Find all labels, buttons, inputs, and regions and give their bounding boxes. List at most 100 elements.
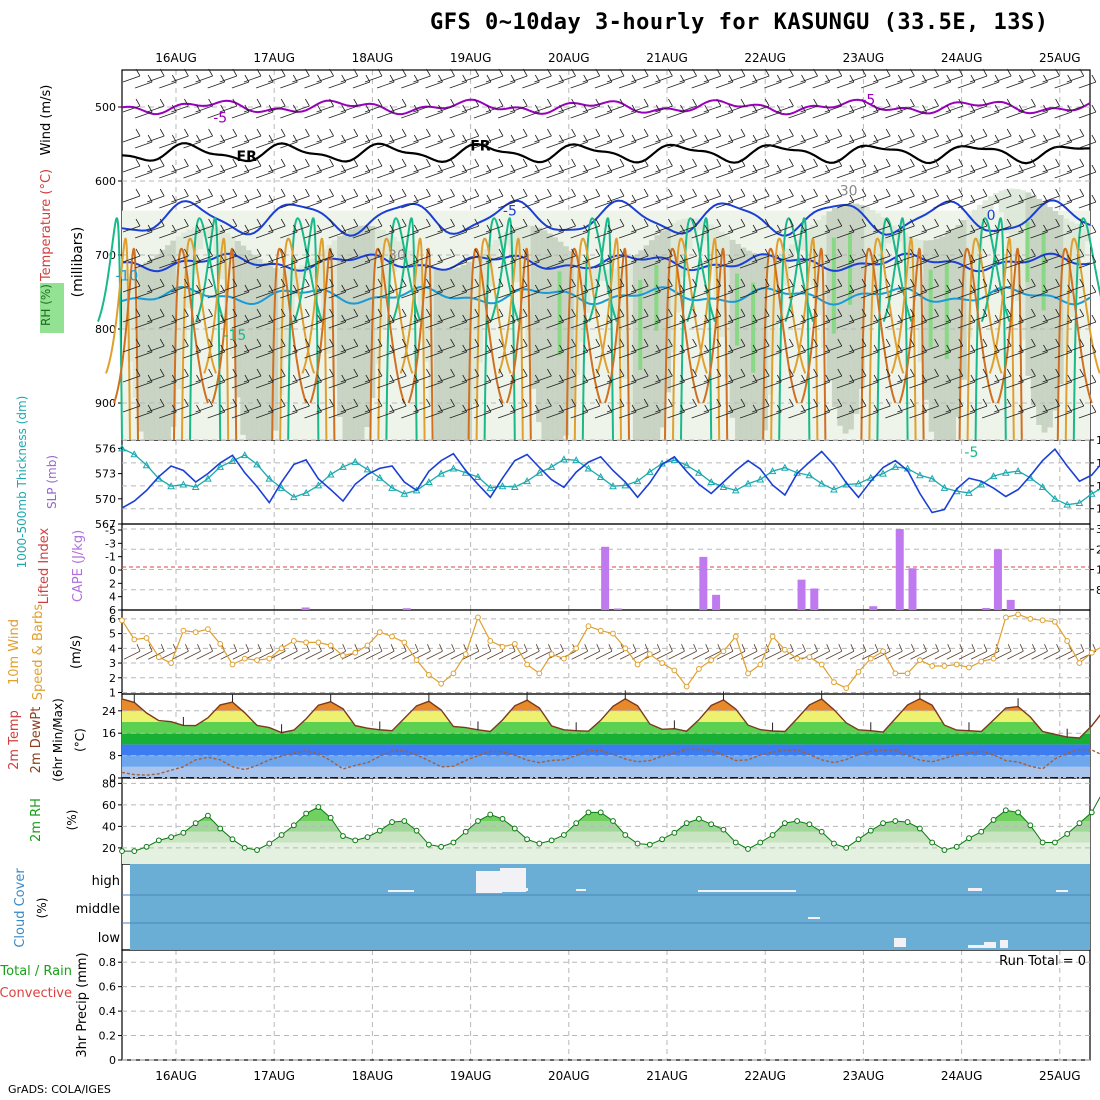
wind-speed-marker — [511, 640, 518, 647]
wind-barb — [438, 644, 455, 660]
wind-barb — [583, 644, 601, 660]
wind-speed-marker — [831, 679, 837, 686]
tick-label: 4 — [109, 642, 116, 655]
wind-speed-marker — [573, 645, 580, 652]
wind-barb — [122, 398, 141, 413]
wind-barb — [703, 308, 722, 323]
rh-cell — [1079, 225, 1086, 259]
wind-barb — [534, 278, 552, 293]
wind-barb — [364, 68, 383, 83]
wind-barb — [655, 98, 673, 113]
footer-credit: GrADS: COLA/IGES — [8, 1083, 111, 1096]
wind-barb — [655, 248, 673, 263]
tick-label: 5 — [109, 628, 116, 641]
wind-barb — [1018, 248, 1036, 263]
thickness-marker — [817, 479, 826, 487]
wind-barb — [897, 398, 915, 413]
wind-barb — [485, 338, 504, 353]
wind-barb — [1019, 644, 1036, 660]
wind-barb — [389, 68, 407, 83]
cape-axis-label: CAPE (J/kg) — [71, 530, 86, 602]
wind-barb — [824, 218, 843, 233]
wind-barb — [776, 398, 794, 413]
wind-barb — [655, 278, 673, 293]
rh-cell — [729, 239, 736, 418]
wind-barb — [1007, 644, 1024, 660]
wind-barb — [679, 338, 697, 353]
wind-barb — [703, 278, 722, 293]
li-axis-label: Lifted Index — [37, 527, 52, 604]
wind-barb — [268, 188, 286, 203]
rh-marker — [364, 834, 371, 841]
wind-barb — [437, 68, 455, 83]
wind-speed-marker — [634, 661, 641, 668]
wind-barb — [268, 218, 286, 233]
wind-barb — [1066, 278, 1085, 293]
tick-label: 4 — [109, 591, 116, 604]
wind-barb — [340, 98, 359, 113]
wind-barb — [196, 644, 213, 660]
rh-cell — [240, 245, 247, 435]
rh-cell-moist — [944, 262, 949, 359]
wind-panel: 1 2 3 45 6 — [109, 611, 1100, 700]
cloud-level-label: low — [98, 931, 121, 946]
wind-barb — [243, 368, 262, 383]
rh-cell — [1030, 195, 1037, 406]
wind-barb — [703, 68, 722, 83]
rh-cell — [686, 218, 693, 249]
wind-speed-marker — [266, 655, 273, 662]
wind-barb — [316, 368, 334, 383]
tick-label: 3 — [109, 657, 116, 670]
wind-barb — [558, 218, 576, 233]
wind-barb — [485, 128, 504, 143]
rh-marker — [1052, 839, 1058, 846]
tick-label: 800 — [95, 323, 116, 336]
tick-label: 8 — [109, 750, 116, 763]
thickness-marker — [768, 467, 777, 475]
wind-barb — [1078, 404, 1097, 419]
rh-cell — [283, 269, 290, 359]
wind-barb — [800, 128, 818, 143]
wind-barb — [534, 368, 552, 383]
wind-barb — [1018, 128, 1036, 143]
wind-barb — [897, 188, 915, 203]
wind-speed-marker — [843, 685, 850, 692]
wind-barb — [243, 338, 262, 353]
wind-speed-marker — [1052, 618, 1058, 625]
wind-barb — [511, 644, 528, 660]
rh-marker — [229, 836, 236, 843]
rh-cell — [380, 229, 387, 329]
day-label-top: 16AUG — [155, 51, 197, 65]
rh-cell — [202, 225, 209, 237]
rh-marker — [205, 812, 211, 819]
tick-label: 6 — [109, 613, 116, 626]
wind-speed-marker — [916, 657, 923, 664]
wind-barb — [655, 128, 673, 143]
wind-barb — [171, 248, 189, 263]
temp-band — [122, 722, 1090, 734]
wind-barb — [534, 248, 552, 263]
thickness-marker — [302, 488, 310, 496]
wind-barb — [292, 308, 310, 323]
rh-marker — [843, 844, 850, 851]
day-label-top: 24AUG — [941, 51, 983, 65]
wind-barb — [945, 218, 964, 233]
wind-barb — [485, 218, 504, 233]
tick-label: 8 — [1096, 584, 1100, 597]
wind-barb — [873, 188, 891, 203]
wind-barb — [1066, 98, 1085, 113]
wind-barb — [655, 308, 673, 323]
wind-speed-marker — [867, 655, 874, 662]
contour-label: -10 — [115, 269, 138, 285]
wind-speed-marker — [168, 660, 175, 666]
wind-barb — [824, 188, 843, 203]
wind-barb — [147, 398, 165, 413]
wind-speed-marker — [622, 645, 629, 652]
wind-barb — [195, 278, 213, 293]
wind-barb — [558, 248, 576, 263]
rh-cell — [934, 238, 940, 440]
rh-cell — [519, 225, 526, 315]
wind-barb — [510, 188, 528, 203]
wind-barb — [994, 68, 1012, 83]
